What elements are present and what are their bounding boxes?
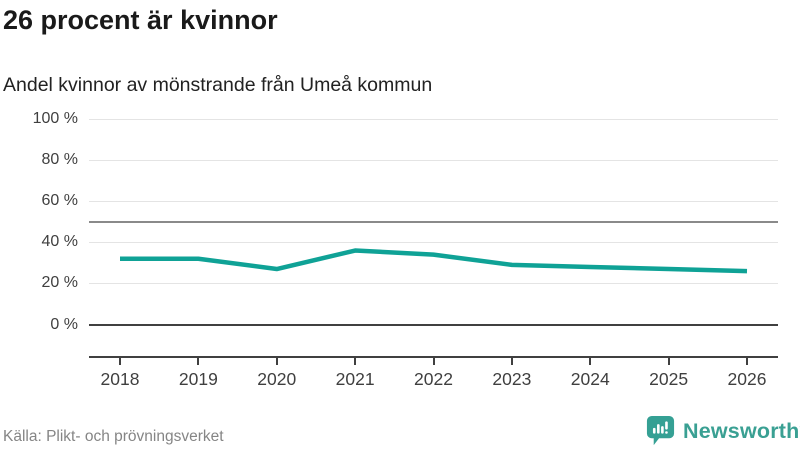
x-axis-label: 2020 <box>257 369 297 389</box>
x-axis-tick <box>667 357 670 365</box>
gridline-40 <box>89 241 778 243</box>
x-axis-label: 2023 <box>492 369 532 389</box>
reference-line <box>89 220 778 223</box>
gridline-20 <box>89 282 778 284</box>
x-axis-label: 2024 <box>570 369 610 389</box>
y-axis-label: 100 % <box>32 110 78 127</box>
brand-name: Newsworthy <box>683 419 800 443</box>
gridline-0 <box>89 323 778 326</box>
chart-subtitle: Andel kvinnor av mönstrande från Umeå ko… <box>3 74 433 96</box>
y-axis-label: 0 % <box>50 315 78 333</box>
gridline-80 <box>89 159 778 161</box>
x-axis-label: 2025 <box>649 369 689 389</box>
x-axis-tick <box>197 357 200 365</box>
x-axis-label: 2026 <box>727 369 767 389</box>
x-axis-tick <box>746 357 748 365</box>
x-axis-tick <box>510 357 513 365</box>
x-axis-label: 2018 <box>100 369 140 389</box>
x-axis-tick <box>119 357 121 365</box>
x-axis-tick <box>432 357 435 365</box>
source-note: Källa: Plikt- och prövningsverket <box>3 428 224 445</box>
y-axis-label: 60 % <box>41 192 78 210</box>
x-axis-label: 2019 <box>178 369 218 389</box>
y-axis-label: 80 % <box>41 151 78 169</box>
y-axis-label: 20 % <box>41 274 78 292</box>
gridline-100 <box>89 118 778 120</box>
gridline-60 <box>89 200 778 202</box>
y-axis-label: 40 % <box>41 233 78 251</box>
x-axis-tick <box>589 357 592 365</box>
x-axis-label: 2022 <box>414 369 453 389</box>
chart-title: 26 procent är kvinnor <box>3 5 278 35</box>
x-axis-label: 2021 <box>335 369 375 389</box>
brand-logo: Newsworthy <box>645 415 800 448</box>
data-line <box>120 248 748 274</box>
x-axis-tick <box>354 357 357 365</box>
newsworthy-logo-icon <box>646 416 675 446</box>
x-axis-tick <box>275 357 278 365</box>
